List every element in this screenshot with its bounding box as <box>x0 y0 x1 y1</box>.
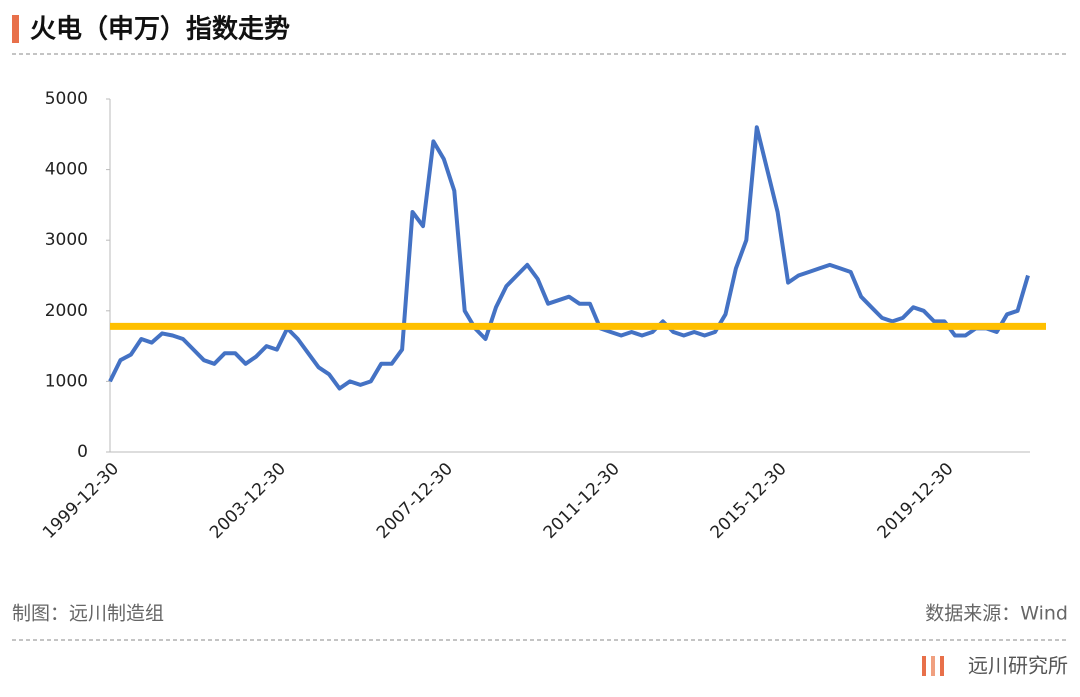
title: 火电（申万）指数走势 <box>30 15 290 45</box>
x-tick-label: 2007-12-30 <box>373 459 457 543</box>
x-tick-label: 2019-12-30 <box>874 459 958 543</box>
x-tick-label: 1999-12-30 <box>39 459 123 543</box>
title-marker <box>12 15 19 43</box>
logo-bar <box>931 656 935 676</box>
credit: 制图：远川制造组 <box>12 603 164 625</box>
y-tick-label: 0 <box>77 442 88 462</box>
plot: 0 1000 2000 3000 4000 5000 1999-12-30 2003-12-3… <box>39 89 1046 543</box>
source: 数据来源：Wind <box>925 603 1068 625</box>
series-line <box>108 125 1030 391</box>
logo-bar <box>940 656 944 676</box>
brand: 远川研究所 <box>968 654 1068 678</box>
x-tick-label: 2015-12-30 <box>707 459 791 543</box>
y-tick-label: 2000 <box>45 301 88 321</box>
y-tick-label: 1000 <box>45 371 88 391</box>
y-tick-label: 5000 <box>45 89 88 109</box>
logo-bar <box>922 656 926 676</box>
x-tick-label: 2011-12-30 <box>540 459 624 543</box>
y-tick-label: 3000 <box>45 230 88 250</box>
x-tick-label: 2003-12-30 <box>206 459 290 543</box>
y-tick-label: 4000 <box>45 160 88 180</box>
